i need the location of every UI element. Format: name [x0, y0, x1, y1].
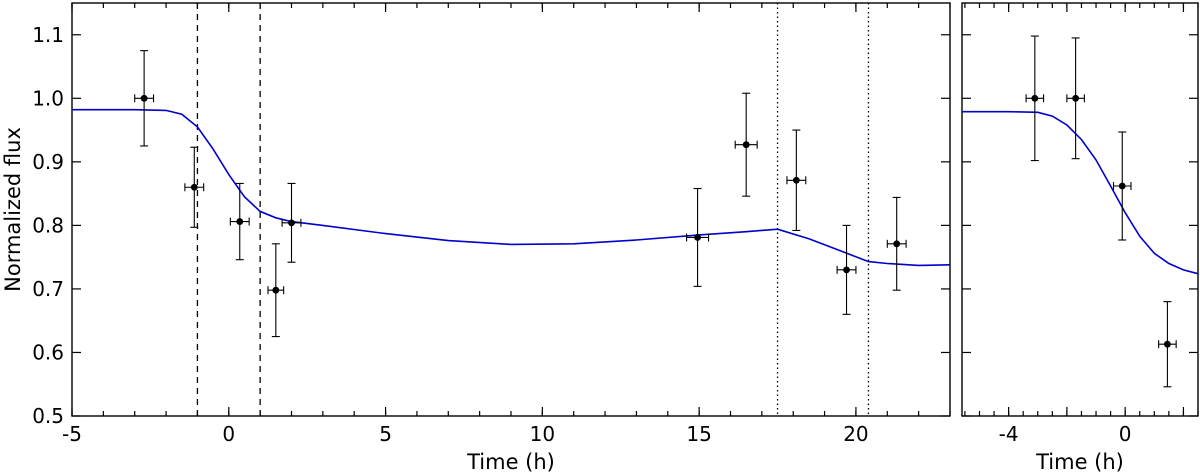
data-point	[288, 219, 295, 227]
x-tick-label: 15	[686, 422, 711, 446]
x-tick-label: -4	[999, 422, 1019, 446]
y-tick-label: 0.7	[32, 277, 64, 301]
data-point	[792, 176, 800, 184]
y-tick-label: 0.8	[32, 213, 64, 237]
data-point	[272, 286, 280, 294]
y-tick-label: 1.0	[32, 86, 64, 110]
x-axis-title: Time (h)	[1035, 450, 1124, 472]
y-tick-label: 0.9	[32, 150, 64, 174]
y-tick-label: 0.6	[32, 340, 64, 364]
model-curve	[72, 108, 951, 267]
x-tick-label: -5	[62, 422, 82, 446]
data-point	[190, 183, 198, 191]
data-point	[1031, 94, 1039, 102]
x-tick-label: 0	[1119, 422, 1132, 446]
model-curve	[962, 110, 1199, 275]
x-tick-label: 0	[222, 422, 235, 446]
data-point	[1118, 182, 1126, 190]
main-panel: 0.5 0.6 0.7 0.8 0.9 1.0 1.1 -5 0 5 10 15 20 Time (h) N…	[1, 2, 951, 472]
y-axis-title: Normalized flux	[1, 127, 25, 292]
x-axis-title: Time (h)	[466, 450, 555, 472]
data-point	[893, 240, 901, 248]
data-point	[742, 141, 750, 149]
data-point	[1164, 340, 1171, 348]
x-tick-label: 20	[843, 422, 868, 446]
plot-frame	[71, 2, 951, 417]
y-tick-label: 1.1	[32, 23, 64, 47]
data-point	[140, 94, 148, 102]
data-point	[236, 218, 244, 225]
data-point	[843, 266, 850, 274]
x-tick-label: 5	[379, 422, 392, 446]
y-tick-label: 0.5	[32, 404, 64, 428]
plot-frame	[961, 2, 1199, 417]
x-tick-label: 10	[530, 422, 555, 446]
side-panel: -4 0 Time (h)	[961, 2, 1199, 472]
data-point	[694, 234, 701, 241]
data-point	[1072, 94, 1080, 102]
